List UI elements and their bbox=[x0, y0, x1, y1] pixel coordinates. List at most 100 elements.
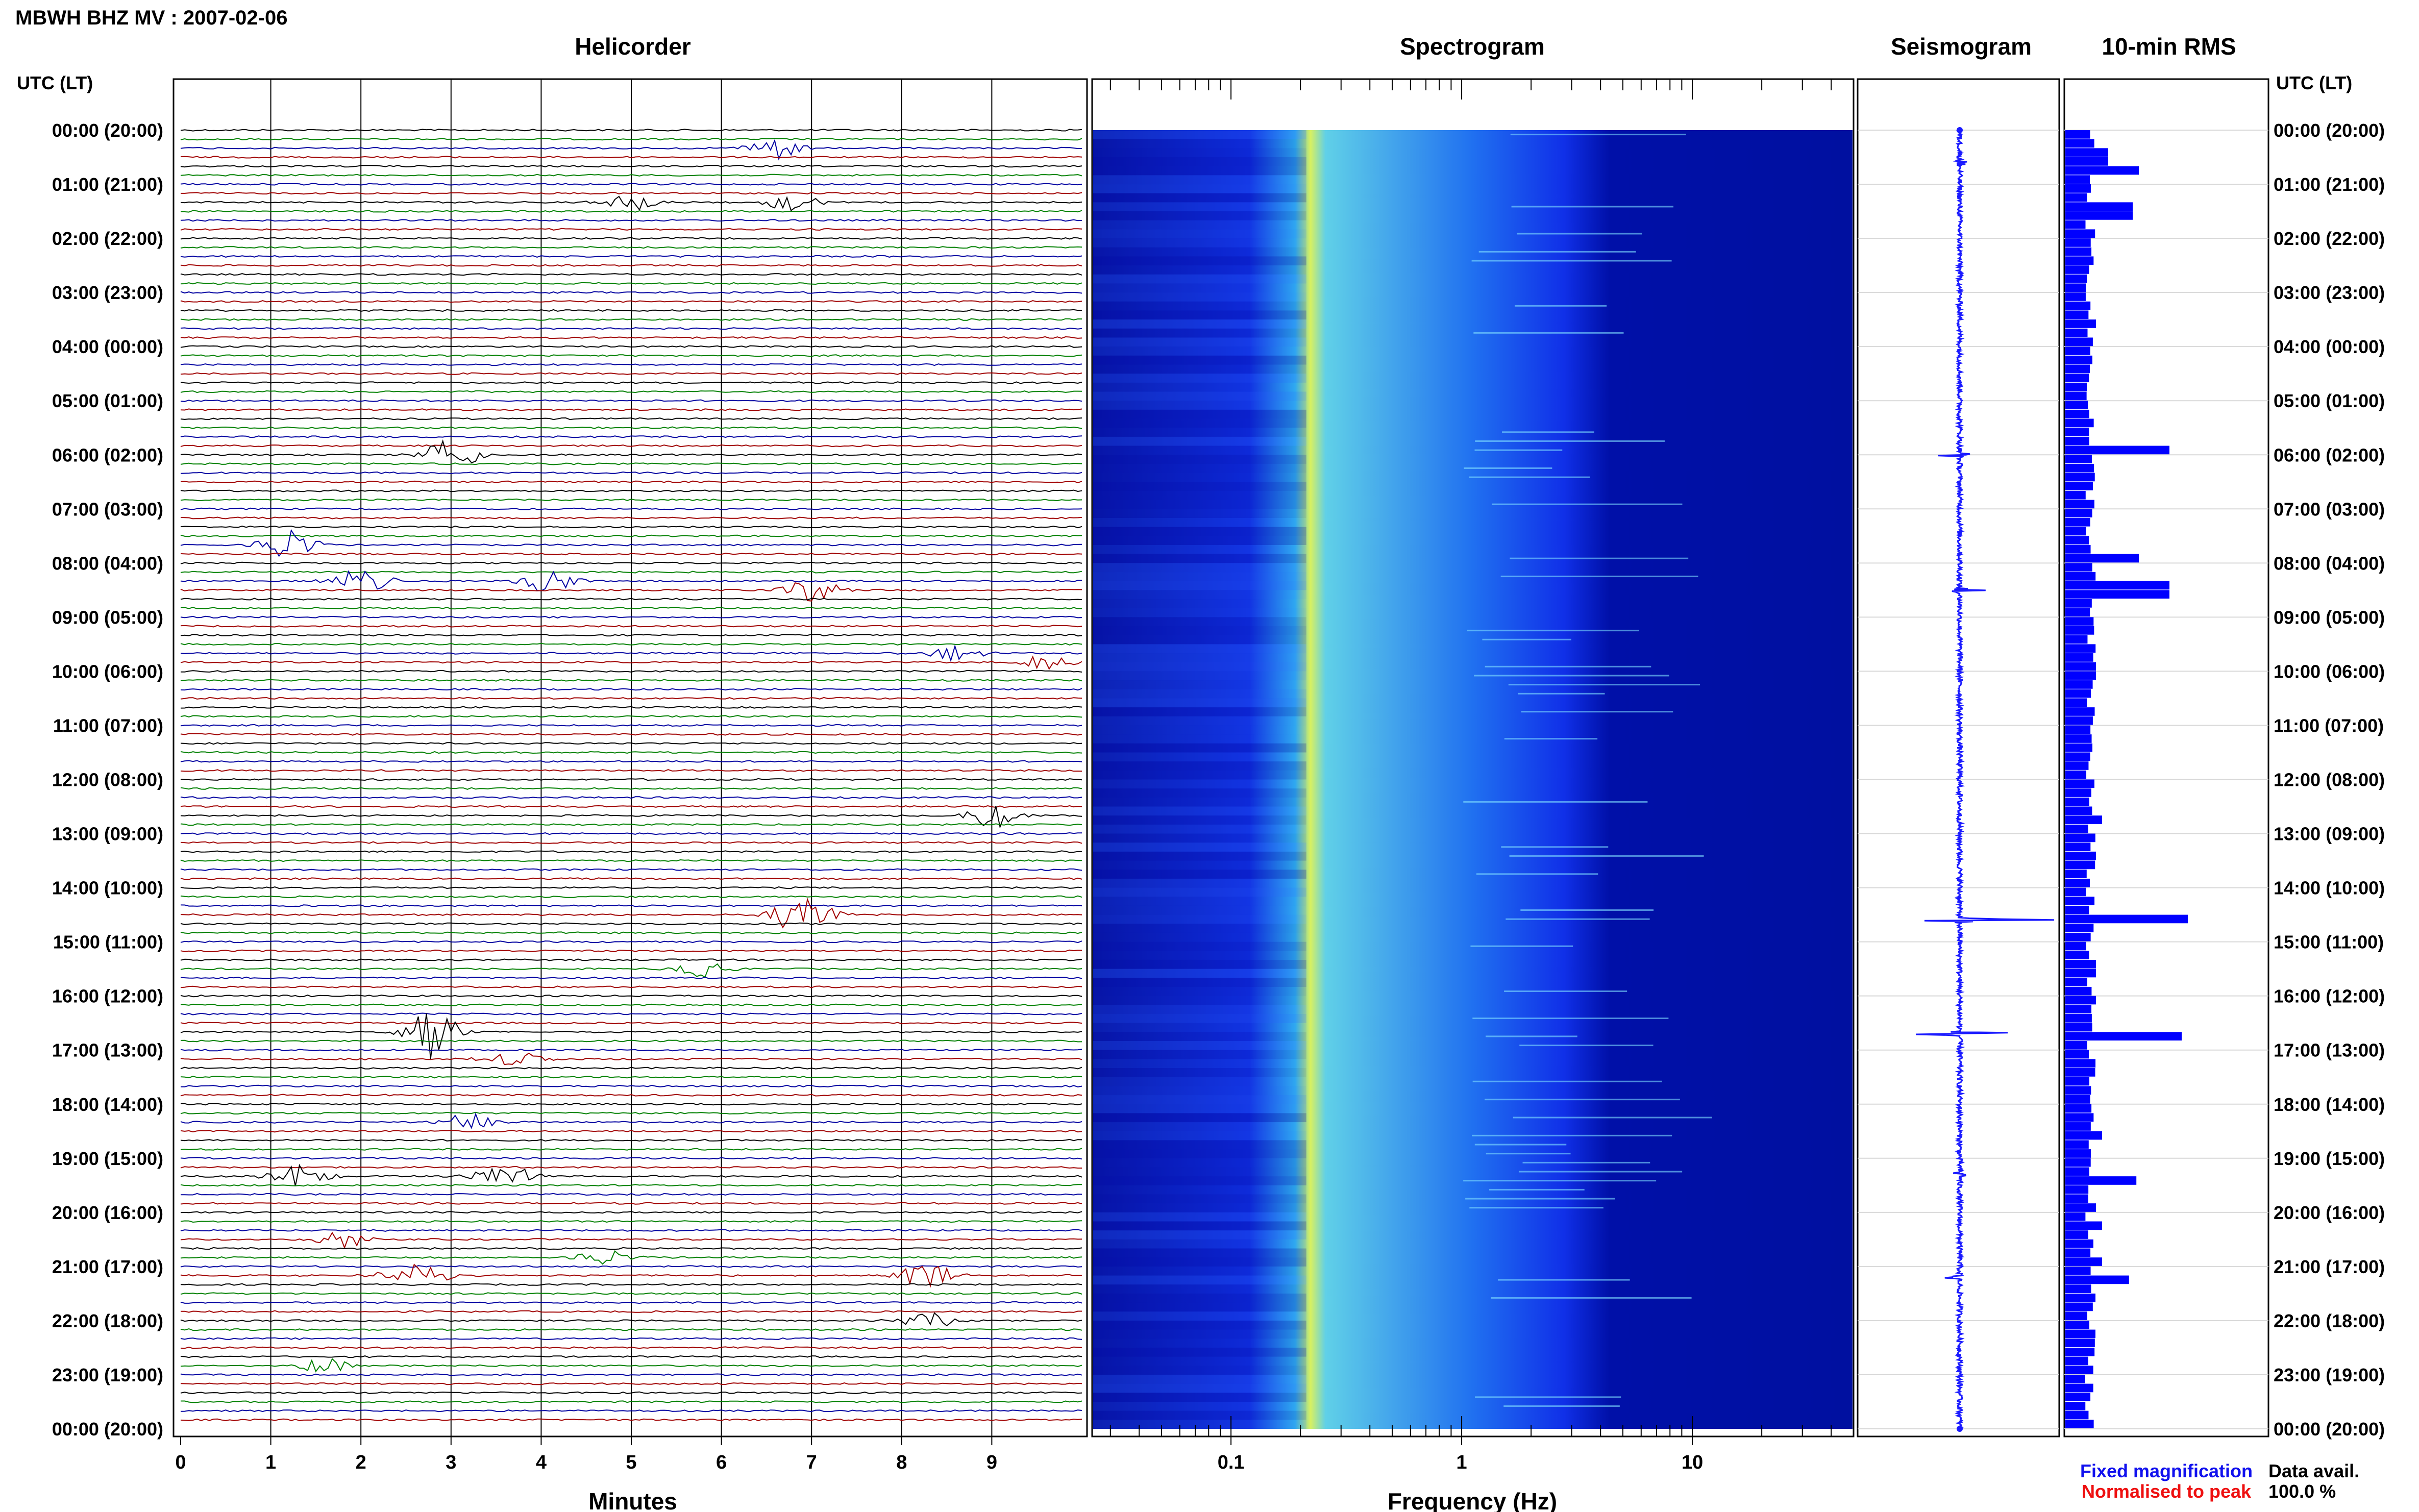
spectrogram-row bbox=[1093, 1086, 1306, 1096]
helicorder-trace bbox=[180, 219, 1082, 222]
spectrogram-streak bbox=[1476, 873, 1598, 875]
rms-bar bbox=[2065, 1059, 2096, 1068]
helicorder-trace bbox=[180, 417, 1082, 420]
spectrogram-row bbox=[1093, 355, 1306, 365]
helicorder-trace bbox=[180, 1382, 1082, 1385]
helicorder-trace bbox=[180, 1084, 1082, 1088]
time-label-right: 19:00 (15:00) bbox=[2274, 1148, 2385, 1169]
time-label-left: 00:00 (20:00) bbox=[52, 1419, 163, 1440]
helicorder-trace bbox=[180, 1022, 1082, 1025]
spectrogram-row bbox=[1093, 1005, 1306, 1014]
rms-bar bbox=[2065, 996, 2096, 1005]
time-label-right: 15:00 (11:00) bbox=[2274, 932, 2384, 953]
rms-bar bbox=[2065, 490, 2086, 500]
spectrogram-row bbox=[1093, 1041, 1306, 1050]
spectrogram-streak bbox=[1513, 1117, 1712, 1119]
helicorder-trace bbox=[180, 336, 1082, 339]
spectrogram-row bbox=[1093, 1158, 1306, 1168]
helicorder-trace bbox=[180, 408, 1082, 411]
spectrogram-row bbox=[1093, 274, 1306, 284]
rms-bar bbox=[2065, 986, 2092, 996]
helicorder-trace bbox=[180, 787, 1082, 790]
time-label-right: 21:00 (17:00) bbox=[2274, 1256, 2385, 1277]
helicorder-trace bbox=[180, 156, 1082, 159]
spectrogram-row bbox=[1093, 725, 1306, 735]
helicorder-trace bbox=[180, 345, 1082, 348]
rms-bar bbox=[2065, 1041, 2087, 1050]
spectrogram-row bbox=[1093, 1266, 1306, 1276]
spectrogram-row bbox=[1093, 220, 1306, 230]
rms-bar bbox=[2065, 247, 2092, 256]
rms-bar bbox=[2065, 1212, 2086, 1221]
time-label-right: 00:00 (20:00) bbox=[2274, 120, 2385, 141]
helicorder-trace bbox=[180, 1103, 1082, 1106]
rms-bar bbox=[2065, 1230, 2088, 1239]
rms-bar bbox=[2065, 1158, 2091, 1167]
spectrogram-row bbox=[1093, 229, 1306, 239]
helicorder-trace bbox=[180, 706, 1082, 709]
spectrogram-row bbox=[1093, 572, 1306, 581]
helicorder-trace bbox=[180, 1112, 1082, 1129]
frequency-tick-label: 0.1 bbox=[1218, 1452, 1245, 1473]
minute-tick-label: 8 bbox=[896, 1452, 907, 1473]
spectrogram-streak bbox=[1504, 738, 1598, 740]
spectrogram-row bbox=[1093, 301, 1306, 311]
spectrogram-row bbox=[1093, 959, 1306, 969]
spectrogram-row bbox=[1093, 1275, 1306, 1285]
helicorder-trace bbox=[180, 1184, 1082, 1187]
spectrogram-row bbox=[1093, 130, 1306, 139]
rms-bar bbox=[2065, 725, 2091, 734]
rms-bar bbox=[2065, 1302, 2093, 1311]
helicorder-trace bbox=[181, 1400, 1082, 1403]
spectrogram-row bbox=[1093, 1302, 1306, 1312]
spectrogram-row bbox=[1093, 193, 1306, 203]
helicorder-trace bbox=[180, 1012, 1082, 1015]
spectrogram-row bbox=[1093, 932, 1306, 942]
helicorder-trace bbox=[180, 139, 1082, 161]
helicorder-trace bbox=[180, 561, 1082, 564]
rms-bar bbox=[2065, 554, 2139, 563]
time-label-left: 00:00 (20:00) bbox=[52, 120, 163, 141]
spectrogram-row bbox=[1093, 680, 1306, 689]
spectrogram-streak bbox=[1469, 476, 1590, 478]
spectrogram-row bbox=[1093, 1311, 1306, 1321]
seismogram-panel bbox=[1857, 78, 2060, 1437]
rms-bar bbox=[2065, 1032, 2182, 1041]
spectrogram-streak bbox=[1478, 251, 1636, 253]
helicorder-trace bbox=[180, 381, 1082, 384]
helicorder-trace bbox=[180, 534, 1082, 537]
spectrogram-streak bbox=[1467, 630, 1640, 632]
helicorder-trace bbox=[180, 995, 1082, 998]
helicorder-trace bbox=[180, 426, 1082, 429]
rms-bar bbox=[2065, 833, 2095, 842]
minute-tick-label: 4 bbox=[536, 1452, 547, 1473]
rms-bar bbox=[2065, 1122, 2091, 1131]
minute-tick-label: 7 bbox=[806, 1452, 817, 1473]
time-labels-left: 00:00 (20:00) 01:00 (21:00) 02:00 (22:00) 0… bbox=[52, 120, 163, 1440]
spectrogram-streak bbox=[1474, 1144, 1567, 1146]
helicorder-trace bbox=[180, 228, 1082, 231]
spectrogram-streak bbox=[1464, 467, 1552, 469]
spectrogram-row bbox=[1093, 374, 1306, 383]
time-label-left: 23:00 (19:00) bbox=[52, 1365, 163, 1385]
spectrogram-row bbox=[1093, 1104, 1306, 1113]
helicorder-trace bbox=[180, 805, 1082, 808]
rms-bar bbox=[2065, 184, 2091, 193]
minute-tick-labels: 0 1 2 3 4 5 6 7 8 9 bbox=[175, 1436, 997, 1473]
spectrogram-streak bbox=[1492, 503, 1683, 505]
rms-bar bbox=[2065, 1266, 2091, 1275]
time-label-right: 17:00 (13:00) bbox=[2274, 1040, 2385, 1061]
spectrogram-streak bbox=[1472, 1134, 1672, 1136]
spectrogram-row bbox=[1093, 482, 1306, 491]
time-label-right: 02:00 (22:00) bbox=[2274, 228, 2385, 249]
rms-bar bbox=[2065, 590, 2169, 599]
helicorder-trace bbox=[180, 642, 1082, 646]
helicorder-trace bbox=[180, 300, 1082, 303]
helicorder-trace bbox=[180, 354, 1082, 357]
rms-bar bbox=[2065, 842, 2091, 851]
helicorder-trace bbox=[180, 571, 1082, 574]
frequency-tick-labels: 0.1 1 10 bbox=[1109, 79, 1832, 1473]
helicorder-trace bbox=[180, 195, 1082, 212]
rms-bar bbox=[2065, 202, 2133, 211]
rms-bar bbox=[2065, 743, 2093, 752]
